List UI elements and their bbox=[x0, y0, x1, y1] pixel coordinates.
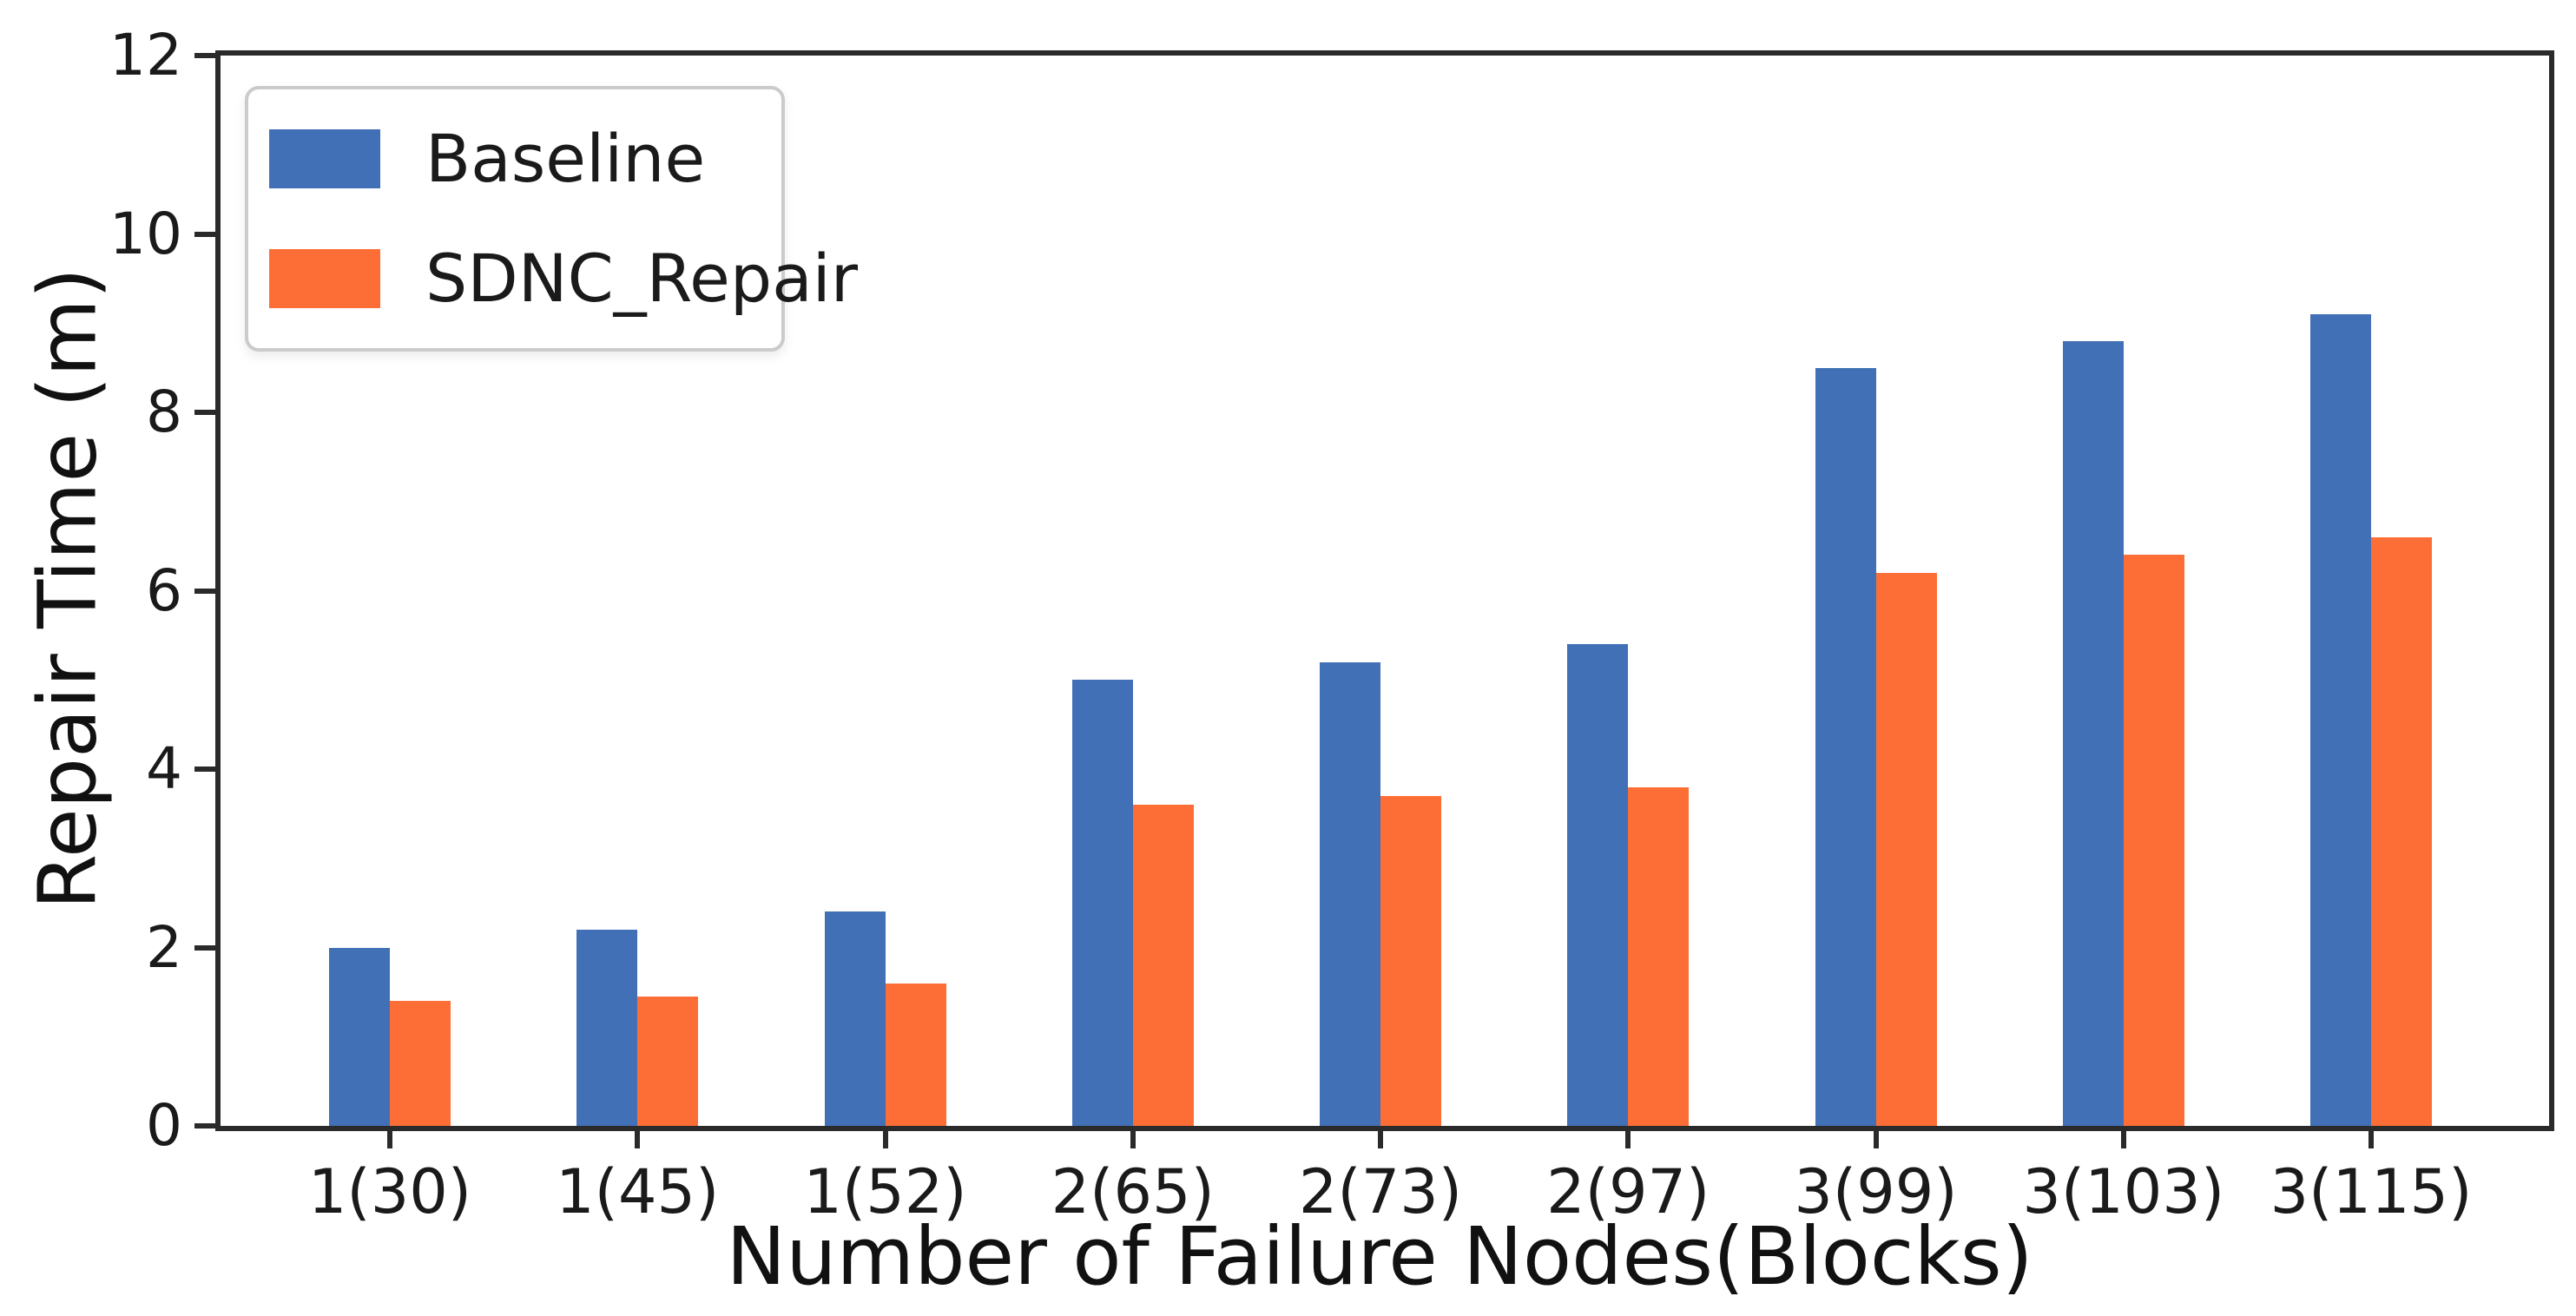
x-tick-mark bbox=[1873, 1126, 1879, 1148]
y-tick-mark bbox=[194, 53, 215, 58]
x-tick-mark bbox=[882, 1126, 888, 1148]
x-tick-mark bbox=[2368, 1126, 2374, 1148]
y-tick-label: 0 bbox=[146, 1092, 182, 1159]
legend-label: Baseline bbox=[425, 120, 706, 197]
bar-sdnc_repair-3(99) bbox=[1875, 572, 1937, 1126]
x-tick-mark bbox=[1378, 1126, 1383, 1148]
legend-item-sdnc_repair: SDNC_Repair bbox=[269, 246, 858, 312]
x-tick-label: 3(115) bbox=[2270, 1156, 2473, 1227]
x-tick-mark bbox=[2120, 1126, 2126, 1148]
y-tick-mark bbox=[194, 588, 215, 594]
bar-sdnc_repair-1(30) bbox=[390, 1001, 451, 1126]
y-tick-mark bbox=[194, 944, 215, 951]
x-tick-label: 2(97) bbox=[1546, 1156, 1710, 1227]
y-tick-mark bbox=[194, 231, 215, 237]
x-tick-mark bbox=[387, 1126, 392, 1148]
x-tick-mark bbox=[1130, 1126, 1136, 1148]
y-tick-label: 12 bbox=[109, 22, 182, 89]
x-tick-label: 2(73) bbox=[1298, 1156, 1463, 1227]
bar-sdnc_repair-2(65) bbox=[1132, 805, 1194, 1126]
legend-swatch-icon bbox=[269, 129, 380, 188]
legend: Baseline SDNC_Repair bbox=[245, 86, 858, 352]
x-tick-label: 2(65) bbox=[1051, 1156, 1215, 1227]
bar-sdnc_repair-1(45) bbox=[637, 997, 699, 1126]
bar-baseline-3(103) bbox=[2062, 340, 2124, 1126]
legend-item-baseline: Baseline bbox=[269, 126, 781, 192]
x-axis-title: Number of Failure Nodes(Blocks) bbox=[726, 1210, 2033, 1303]
bar-baseline-3(99) bbox=[1815, 367, 1876, 1126]
y-tick-label: 10 bbox=[109, 200, 182, 267]
bar-sdnc_repair-3(115) bbox=[2371, 536, 2432, 1126]
x-tick-label: 1(45) bbox=[556, 1156, 720, 1227]
legend-swatch-icon bbox=[269, 249, 380, 308]
x-tick-label: 1(52) bbox=[803, 1156, 967, 1227]
y-tick-mark bbox=[194, 1123, 215, 1128]
y-tick-label: 2 bbox=[146, 913, 182, 981]
y-tick-mark bbox=[194, 410, 215, 415]
y-tick-label: 4 bbox=[146, 735, 182, 802]
bar-baseline-2(97) bbox=[1567, 644, 1629, 1126]
x-tick-label: 3(99) bbox=[1794, 1156, 1958, 1227]
y-tick-label: 8 bbox=[146, 378, 182, 445]
x-tick-mark bbox=[635, 1126, 641, 1148]
bar-baseline-2(73) bbox=[1320, 661, 1380, 1126]
bar-baseline-2(65) bbox=[1071, 680, 1133, 1126]
legend-label: SDNC_Repair bbox=[425, 240, 859, 317]
x-tick-mark bbox=[1625, 1126, 1631, 1148]
x-tick-label: 1(30) bbox=[307, 1156, 472, 1227]
bar-baseline-3(115) bbox=[2310, 313, 2371, 1126]
bar-baseline-1(52) bbox=[824, 911, 886, 1126]
y-tick-mark bbox=[194, 767, 215, 772]
bar-baseline-1(45) bbox=[576, 929, 638, 1126]
bar-sdnc_repair-3(103) bbox=[2123, 555, 2184, 1126]
y-tick-label: 6 bbox=[146, 556, 182, 624]
bar-sdnc_repair-1(52) bbox=[885, 983, 946, 1126]
bar-baseline-1(30) bbox=[329, 947, 390, 1126]
bar-sdnc_repair-2(73) bbox=[1380, 795, 1441, 1126]
x-tick-label: 3(103) bbox=[2022, 1156, 2225, 1227]
bar-sdnc_repair-2(97) bbox=[1628, 786, 1690, 1126]
